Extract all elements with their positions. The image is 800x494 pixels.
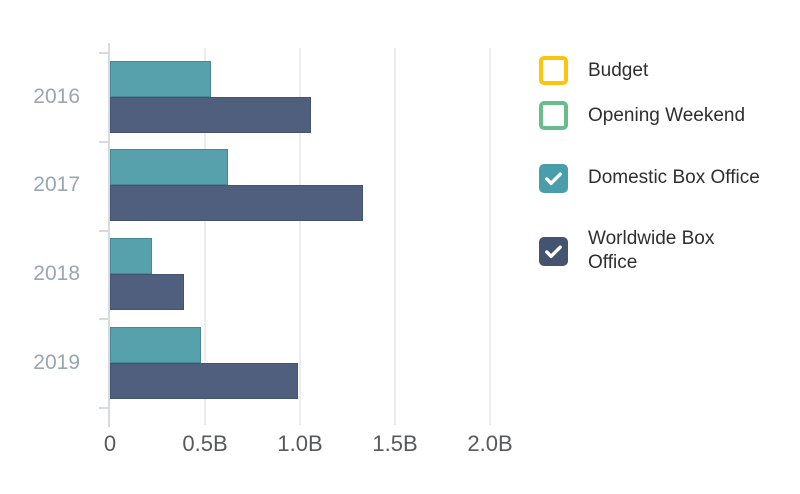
checkmark-icon — [545, 245, 562, 258]
legend-label-budget: Budget — [588, 59, 649, 81]
legend-label-worldwide-box-office: Worldwide Box Office — [588, 228, 715, 273]
x-tick-label-2-0b: 2.0B — [467, 431, 513, 456]
bar-2017-worldwide-box-office[interactable] — [110, 185, 363, 222]
legend-checkbox-budget[interactable] — [539, 56, 568, 85]
x-tick-label-1-5b: 1.5B — [372, 431, 418, 456]
legend-row-opening-weekend[interactable]: Opening Weekend — [539, 101, 789, 130]
year-label-2018: 2018 — [33, 262, 80, 285]
bar-2017-domestic-box-office[interactable] — [110, 149, 228, 186]
year-label-2016: 2016 — [33, 84, 80, 108]
y-axis-line — [108, 43, 110, 427]
gridline-0.5b — [204, 48, 206, 425]
legend-checkbox-opening-weekend[interactable] — [539, 101, 568, 130]
x-tick-label-0-5b: 0.5B — [182, 431, 228, 456]
bar-2019-domestic-box-office[interactable] — [110, 326, 202, 363]
legend-row-budget[interactable]: Budget — [539, 56, 789, 85]
x-tick-label-1-0b: 1.0B — [277, 431, 323, 456]
year-label-2019: 2019 — [33, 350, 80, 374]
legend-checkbox-worldwide-box-office[interactable] — [539, 236, 568, 266]
y-axis-tick — [99, 52, 108, 54]
legend-label-opening-weekend: Opening Weekend — [588, 104, 746, 126]
bar-2019-worldwide-box-office[interactable] — [110, 362, 299, 399]
gridline-1b — [299, 48, 301, 425]
y-axis-tick — [99, 140, 108, 143]
legend-checkbox-domestic-box-office[interactable] — [539, 163, 568, 193]
checkmark-icon — [545, 172, 562, 185]
x-tick-label-0: 0 — [103, 431, 117, 456]
legend-row-worldwide-box-office[interactable]: Worldwide Box Office — [539, 227, 789, 275]
gridline-1.5b — [394, 48, 396, 425]
legend-label-domestic-box-office: Domestic Box Office — [588, 167, 760, 188]
y-axis-tick — [99, 318, 108, 321]
y-axis-tick — [99, 407, 108, 409]
bar-2018-domestic-box-office[interactable] — [110, 238, 152, 274]
chart-legend: Budget Opening Weekend Domestic Box Offi… — [539, 56, 789, 275]
bar-2016-worldwide-box-office[interactable] — [110, 96, 312, 133]
bar-2018-worldwide-box-office[interactable] — [110, 274, 185, 310]
gridline-2b — [489, 48, 491, 425]
year-label-2017: 2017 — [33, 173, 80, 197]
bar-2016-domestic-box-office[interactable] — [110, 60, 211, 97]
y-axis-tick — [99, 229, 108, 232]
legend-row-domestic-box-office[interactable]: Domestic Box Office — [539, 154, 789, 202]
